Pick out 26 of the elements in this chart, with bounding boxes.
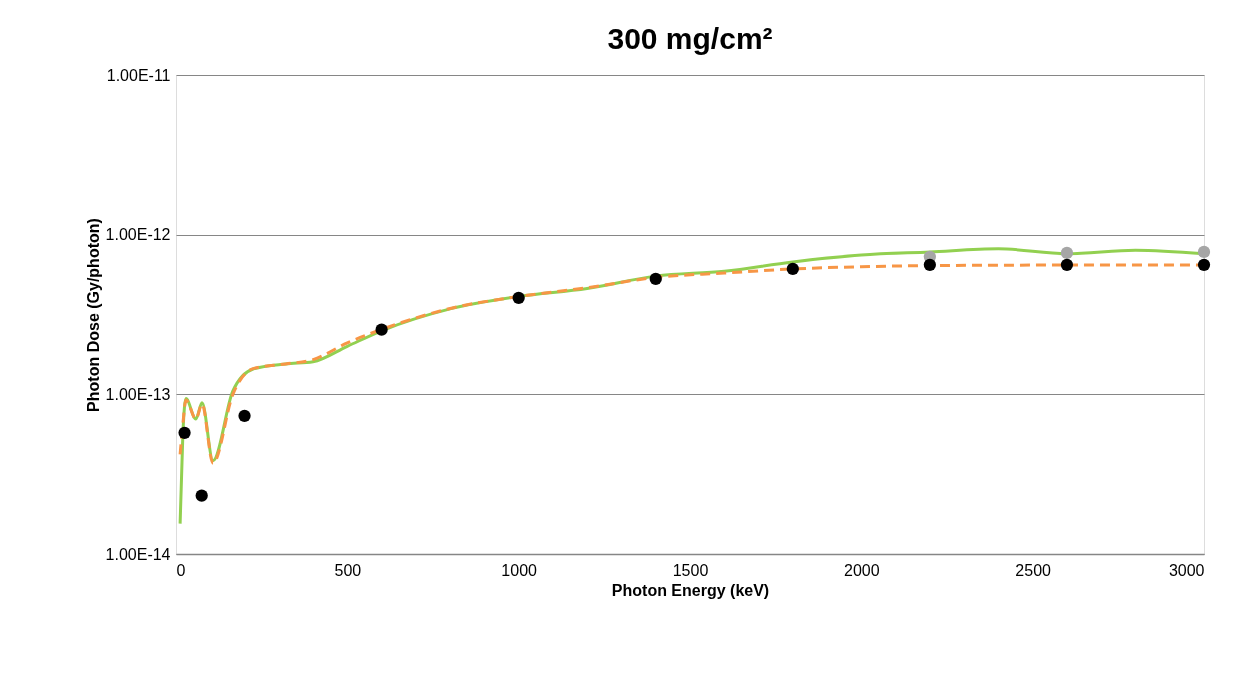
point xyxy=(1197,245,1211,259)
y-tick-label: 1.00E-14 xyxy=(105,545,171,563)
point xyxy=(178,426,191,439)
x-tick-label: 1500 xyxy=(672,561,709,579)
x-tick-label: 1000 xyxy=(501,561,538,579)
point xyxy=(1060,246,1074,259)
point xyxy=(195,489,208,502)
point xyxy=(512,291,525,304)
point xyxy=(786,262,799,276)
y-tick-label: 1.00E-11 xyxy=(106,66,171,84)
x-tick-label: 2000 xyxy=(844,561,880,579)
y-tick-label: 1.00E-13 xyxy=(105,385,171,403)
x-tick-label: 2500 xyxy=(1015,561,1052,579)
point xyxy=(238,409,251,422)
y-tick-label: 1.00E-12 xyxy=(105,226,171,244)
chart-title: 300 mg/cm² xyxy=(607,22,773,55)
x-tick-label: 0 xyxy=(176,561,186,579)
x-axis-title: Photon Energy (keV) xyxy=(611,581,770,599)
point xyxy=(649,272,662,286)
point xyxy=(1060,258,1074,271)
point xyxy=(1197,258,1211,271)
point xyxy=(923,258,936,271)
x-tick-label: 500 xyxy=(334,561,362,579)
y-axis-title: Photon Dose (Gy/photon) xyxy=(84,218,102,412)
x-tick-label: 3000 xyxy=(1168,561,1205,579)
point xyxy=(375,323,388,336)
